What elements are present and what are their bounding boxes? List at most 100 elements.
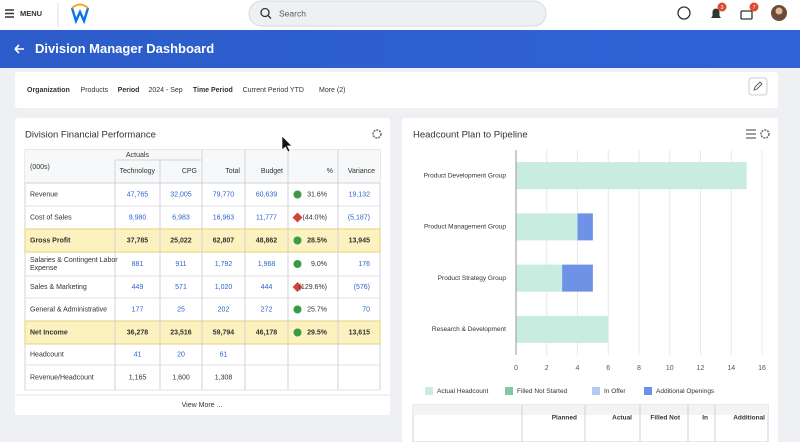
cell: 29.5% — [307, 329, 328, 336]
cell[interactable]: 444 — [261, 284, 273, 291]
status-icon — [293, 190, 302, 199]
bar — [577, 213, 593, 241]
cell: 46,178 — [256, 329, 278, 336]
filter-icon[interactable] — [746, 129, 756, 139]
search-icon — [260, 7, 270, 18]
page-title: Division Manager Dashboard — [35, 41, 214, 56]
menu-label[interactable]: MENU — [20, 9, 42, 18]
cell[interactable]: 32,005 — [170, 191, 192, 198]
settings-icon[interactable] — [760, 129, 770, 139]
search-placeholder[interactable]: Search — [279, 8, 306, 18]
legend-swatch — [425, 387, 433, 395]
row-label: Revenue/Headcount — [30, 374, 94, 381]
x-tick-label: 2 — [545, 365, 549, 372]
column-header: Filled Not — [650, 415, 680, 422]
cell: 28.5% — [307, 237, 328, 244]
cell[interactable]: (576) — [354, 284, 370, 291]
edit-button[interactable] — [748, 77, 768, 96]
card-title: Headcount Plan to Pipeline — [413, 130, 528, 141]
x-tick-label: 0 — [514, 365, 518, 372]
cell: 1,165 — [129, 374, 147, 381]
y-tick-label: Research & Development — [432, 326, 506, 333]
cell: 1,308 — [215, 374, 233, 381]
cell[interactable]: 272 — [261, 306, 273, 313]
row-label-line: Salaries & Contingent Labor — [30, 257, 118, 264]
legend-swatch — [644, 387, 652, 395]
badge — [749, 2, 759, 12]
search-box[interactable] — [248, 0, 547, 27]
row-label: Sales & Marketing — [30, 284, 87, 291]
view-more[interactable]: View More ... — [182, 402, 223, 409]
avatar — [775, 7, 783, 15]
cell: (44.0%) — [302, 214, 327, 221]
cell[interactable]: 571 — [175, 284, 187, 291]
status-icon — [292, 212, 303, 223]
column-header: (000s) — [30, 164, 50, 171]
filter-bar — [15, 72, 778, 108]
column-header: In — [702, 415, 708, 422]
cell[interactable]: 47,765 — [127, 191, 149, 198]
cell[interactable]: 79,770 — [213, 191, 235, 198]
cell[interactable]: 60,639 — [256, 191, 278, 198]
status-icon — [292, 282, 303, 292]
cell[interactable]: 177 — [132, 306, 144, 313]
badge-count: 3 — [720, 5, 723, 11]
cell: 1,600 — [172, 374, 190, 381]
cell[interactable]: 25 — [177, 306, 185, 313]
cell[interactable]: 20 — [177, 351, 185, 358]
x-tick-label: 16 — [758, 365, 766, 372]
cell[interactable]: 9,980 — [129, 214, 147, 221]
chat-icon[interactable] — [677, 6, 691, 20]
x-tick-label: 4 — [576, 365, 580, 372]
cell[interactable]: 1,020 — [215, 284, 233, 291]
cell[interactable]: 1,968 — [258, 261, 276, 268]
y-tick-label: Product Development Group — [424, 172, 507, 179]
cell[interactable]: 911 — [175, 261, 186, 268]
row-label: Net Income — [30, 329, 68, 336]
inbox-icon[interactable] — [740, 10, 753, 20]
legend-swatch — [592, 387, 600, 395]
x-tick-label: 8 — [637, 365, 641, 372]
column-header: CPG — [182, 168, 197, 175]
legend-label: In Offer — [604, 388, 626, 395]
cell[interactable]: 11,777 — [256, 214, 277, 221]
cell: 37,785 — [127, 237, 149, 244]
cell: 23,516 — [170, 329, 192, 336]
status-icon — [293, 305, 302, 314]
cell: 13,945 — [349, 237, 371, 244]
settings-icon[interactable] — [372, 129, 382, 139]
filter-label: Time Period — [193, 87, 233, 94]
cell[interactable]: 41 — [134, 351, 142, 358]
filter-value: 2024 - Sep — [148, 87, 182, 94]
cell[interactable]: 1,792 — [215, 261, 233, 268]
cell[interactable]: 881 — [132, 261, 144, 268]
cell[interactable]: 70 — [362, 306, 370, 313]
cell: 48,862 — [256, 237, 278, 244]
cell[interactable]: 176 — [358, 261, 370, 268]
column-header: Technology — [120, 168, 156, 175]
legend-label: Additional Openings — [656, 388, 715, 395]
edit-icon — [753, 81, 763, 91]
cell: 13,615 — [349, 329, 371, 336]
cell[interactable]: 19,132 — [349, 191, 371, 198]
cell: 62,807 — [213, 237, 235, 244]
filter-value: Current Period YTD — [243, 87, 304, 94]
y-tick-label: Product Strategy Group — [438, 275, 507, 282]
cell[interactable]: 202 — [218, 306, 230, 313]
cell[interactable]: 61 — [220, 351, 228, 358]
legend-label: Actual Headcount — [437, 388, 489, 395]
menu-button[interactable]: MENU — [5, 9, 42, 18]
logo[interactable] — [70, 3, 90, 25]
cell[interactable]: 6,983 — [172, 214, 190, 221]
cell[interactable]: 16,963 — [213, 214, 235, 221]
cell[interactable]: 449 — [132, 284, 144, 291]
more-filters[interactable]: More (2) — [319, 87, 345, 94]
y-tick-label: Product Management Group — [424, 224, 506, 231]
cell[interactable]: (5,187) — [348, 214, 370, 221]
bell-icon[interactable] — [711, 8, 721, 18]
cell: 59,794 — [213, 329, 235, 336]
back-button[interactable] — [14, 44, 24, 54]
bar — [562, 264, 593, 292]
status-icon — [293, 260, 302, 268]
filter-value: Products — [81, 87, 109, 94]
